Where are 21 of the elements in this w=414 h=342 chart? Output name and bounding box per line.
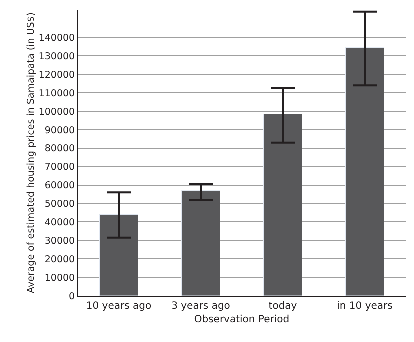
y-tick-label: 70000 <box>44 162 76 174</box>
y-tick-label: 30000 <box>44 236 76 247</box>
y-tick-label: 0 <box>69 291 76 302</box>
x-tick-label: 10 years ago <box>86 301 152 312</box>
x-tick-label: 3 years ago <box>172 301 230 312</box>
y-tick-label: 100000 <box>38 106 76 118</box>
x-axis-title: Observation Period <box>194 314 290 326</box>
y-axis-title: Average of estimated housing prices in Samaipata (in US$) <box>26 12 38 294</box>
y-tick-label: 20000 <box>44 254 76 266</box>
y-tick-label: 140000 <box>38 33 76 44</box>
x-tick-label: today <box>268 301 298 312</box>
y-tick-label: 110000 <box>38 88 76 100</box>
x-tick-label: in 10 years <box>337 301 393 312</box>
y-tick-label: 50000 <box>44 199 76 210</box>
y-tick-label: 90000 <box>44 125 76 136</box>
y-tick-label: 120000 <box>38 70 76 81</box>
y-tick-label: 10000 <box>44 272 76 284</box>
y-tick-label: 40000 <box>44 218 76 229</box>
y-tick-label: 80000 <box>44 144 76 155</box>
y-tick-label: 130000 <box>38 51 76 62</box>
y-tick-label: 60000 <box>44 180 76 192</box>
